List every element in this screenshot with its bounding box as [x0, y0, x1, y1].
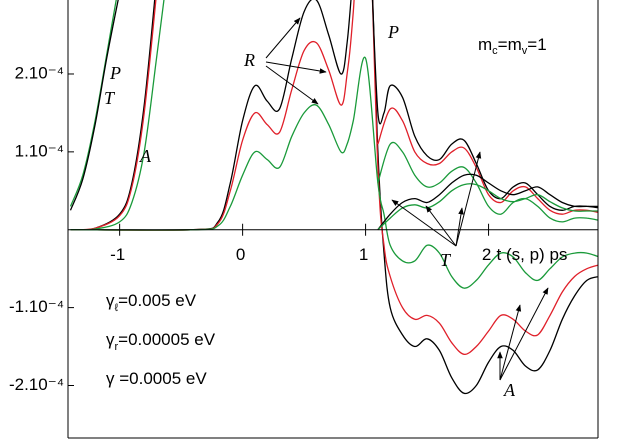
parameter: γℓ=0.005 eV	[106, 291, 197, 313]
annotation: A	[139, 146, 152, 166]
y-tick-label: 1.10⁻⁴	[15, 141, 64, 160]
curve	[371, 0, 598, 211]
param-subscript: r	[115, 341, 119, 353]
curve	[69, 0, 119, 211]
x-tick-label: 0	[236, 245, 245, 264]
annotation: T	[440, 250, 452, 270]
param-text: =0.00005 eV	[118, 330, 216, 349]
curve	[377, 141, 598, 223]
y-tick-label: 2.10⁻⁴	[15, 63, 64, 82]
y-tick-label: -2.10⁻⁴	[9, 375, 64, 394]
curve	[377, 107, 598, 215]
y-tick-label: -1.10⁻⁴	[9, 297, 64, 316]
param-subscript: ℓ	[115, 302, 119, 314]
annotation: R	[243, 50, 255, 70]
mass-text: =m	[498, 35, 522, 54]
mass-label: mc=mv=1	[478, 35, 547, 56]
arrows	[265, 17, 549, 381]
param-text: =0.0005 eV	[115, 369, 208, 388]
curve	[70, 0, 157, 231]
param-symbol: γ	[106, 291, 115, 310]
annotation: A	[503, 380, 516, 400]
x-axis-label: t (s, p) ps	[497, 245, 568, 264]
curve	[70, 0, 165, 231]
x-tick-label: 1	[359, 245, 368, 264]
mass-text: =1	[527, 35, 546, 54]
subscript: v	[522, 45, 528, 57]
mass-text: m	[478, 35, 492, 54]
annotation: P	[387, 22, 399, 42]
parameter: γ =0.0005 eV	[106, 369, 207, 388]
parameter: γr=0.00005 eV	[106, 330, 216, 352]
curve	[377, 173, 598, 231]
annotation: T	[104, 88, 116, 108]
x-tick-label: -1	[110, 245, 125, 264]
param-symbol: γ	[106, 369, 115, 388]
curve	[70, 0, 598, 355]
subscript: c	[492, 45, 498, 57]
annotation: P	[109, 63, 121, 83]
x-tick-label: 2	[482, 245, 491, 264]
param-symbol: γ	[106, 330, 115, 349]
param-text: =0.005 eV	[118, 291, 197, 310]
curve	[377, 183, 598, 231]
curve	[69, 0, 117, 207]
plot-area	[69, 0, 598, 395]
curve	[70, 56, 598, 289]
